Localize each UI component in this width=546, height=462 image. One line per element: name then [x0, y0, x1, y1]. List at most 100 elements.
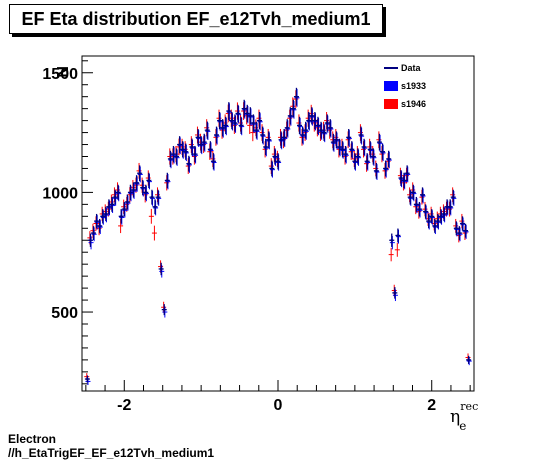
- point-data: [127, 184, 133, 201]
- data-dot: [350, 148, 353, 151]
- data-dot: [372, 155, 375, 158]
- point-data: [272, 148, 278, 165]
- point-data: [459, 216, 465, 231]
- data-dot: [117, 191, 120, 194]
- data-dot: [110, 203, 113, 206]
- point-data: [330, 133, 336, 151]
- data-dot: [418, 208, 421, 211]
- point-data: [287, 107, 293, 125]
- point-s1946: [151, 225, 157, 241]
- data-dot: [449, 205, 452, 208]
- data-dot: [126, 200, 129, 203]
- point-data: [361, 138, 367, 156]
- legend-label: s1946: [401, 99, 426, 109]
- data-dot: [326, 122, 329, 124]
- point-data: [315, 116, 321, 135]
- point-data: [247, 107, 253, 125]
- point-data: [94, 213, 100, 229]
- legend-swatch-s1946: [384, 99, 398, 109]
- point-data: [398, 170, 404, 186]
- point-data: [441, 206, 447, 222]
- point-data: [410, 184, 416, 201]
- data-dot: [341, 148, 344, 151]
- point-data: [167, 150, 173, 168]
- point-data: [370, 148, 376, 165]
- point-s1946: [394, 242, 400, 257]
- point-data: [306, 111, 312, 130]
- data-dot: [396, 234, 399, 237]
- point-data: [349, 141, 355, 158]
- point-data: [223, 116, 229, 135]
- data-dot: [150, 196, 153, 199]
- data-dot: [114, 196, 117, 199]
- y-tick-label: 1500: [42, 66, 78, 83]
- point-data: [392, 287, 398, 299]
- data-dot: [104, 212, 107, 215]
- data-dot: [187, 162, 190, 165]
- data-dot: [92, 232, 95, 235]
- point-data: [204, 121, 210, 139]
- data-dot: [215, 133, 218, 136]
- data-dot: [221, 126, 224, 129]
- data-dot: [427, 220, 430, 223]
- point-data: [386, 150, 392, 168]
- data-dot: [261, 133, 264, 136]
- point-data: [293, 87, 299, 106]
- data-dot: [347, 136, 350, 139]
- point-data: [420, 187, 426, 203]
- point-data: [429, 209, 435, 224]
- data-dot: [163, 308, 166, 311]
- data-dot: [169, 157, 172, 160]
- point-data: [238, 116, 244, 135]
- data-dot: [86, 378, 89, 381]
- data-dot: [369, 148, 372, 151]
- x-tick-label: -2: [117, 397, 131, 414]
- data-dot: [436, 220, 439, 223]
- point-data: [343, 145, 349, 163]
- data-dot: [421, 193, 424, 196]
- point-data: [269, 160, 275, 177]
- point-data: [112, 189, 118, 205]
- point-data: [278, 131, 284, 149]
- data-dot: [246, 112, 249, 115]
- point-data: [297, 116, 303, 135]
- point-s1946: [148, 208, 154, 224]
- point-data: [432, 218, 438, 233]
- data-dot: [175, 155, 178, 158]
- y-tick-label: 500: [51, 305, 78, 322]
- data-dot: [363, 145, 366, 148]
- point-data: [103, 206, 109, 222]
- point-data: [170, 145, 176, 163]
- data-dot: [267, 138, 270, 141]
- point-data: [456, 226, 462, 241]
- chart-title: EF Eta distribution EF_e12Tvh_medium1: [21, 9, 371, 29]
- point-data: [303, 121, 309, 139]
- data-dot: [323, 131, 326, 134]
- data-dot: [455, 227, 458, 230]
- data-dot: [316, 124, 319, 127]
- point-data: [229, 111, 235, 130]
- point-data: [241, 99, 247, 118]
- data-dot: [458, 232, 461, 235]
- point-data: [195, 128, 201, 146]
- data-dot: [264, 145, 267, 148]
- data-dot: [310, 114, 313, 117]
- point-data: [174, 148, 180, 165]
- point-data: [346, 128, 352, 146]
- data-dot: [147, 179, 150, 182]
- point-data: [235, 104, 241, 123]
- data-dot: [203, 141, 206, 144]
- point-data: [263, 138, 269, 156]
- point-data: [183, 143, 189, 160]
- data-dot: [255, 129, 258, 132]
- point-data: [453, 221, 459, 236]
- point-data: [155, 189, 161, 205]
- data-dot: [304, 129, 307, 132]
- data-dot: [452, 196, 455, 199]
- data-dot: [353, 160, 356, 163]
- point-data: [232, 114, 238, 132]
- data-dot: [384, 167, 387, 170]
- data-dot: [332, 141, 335, 144]
